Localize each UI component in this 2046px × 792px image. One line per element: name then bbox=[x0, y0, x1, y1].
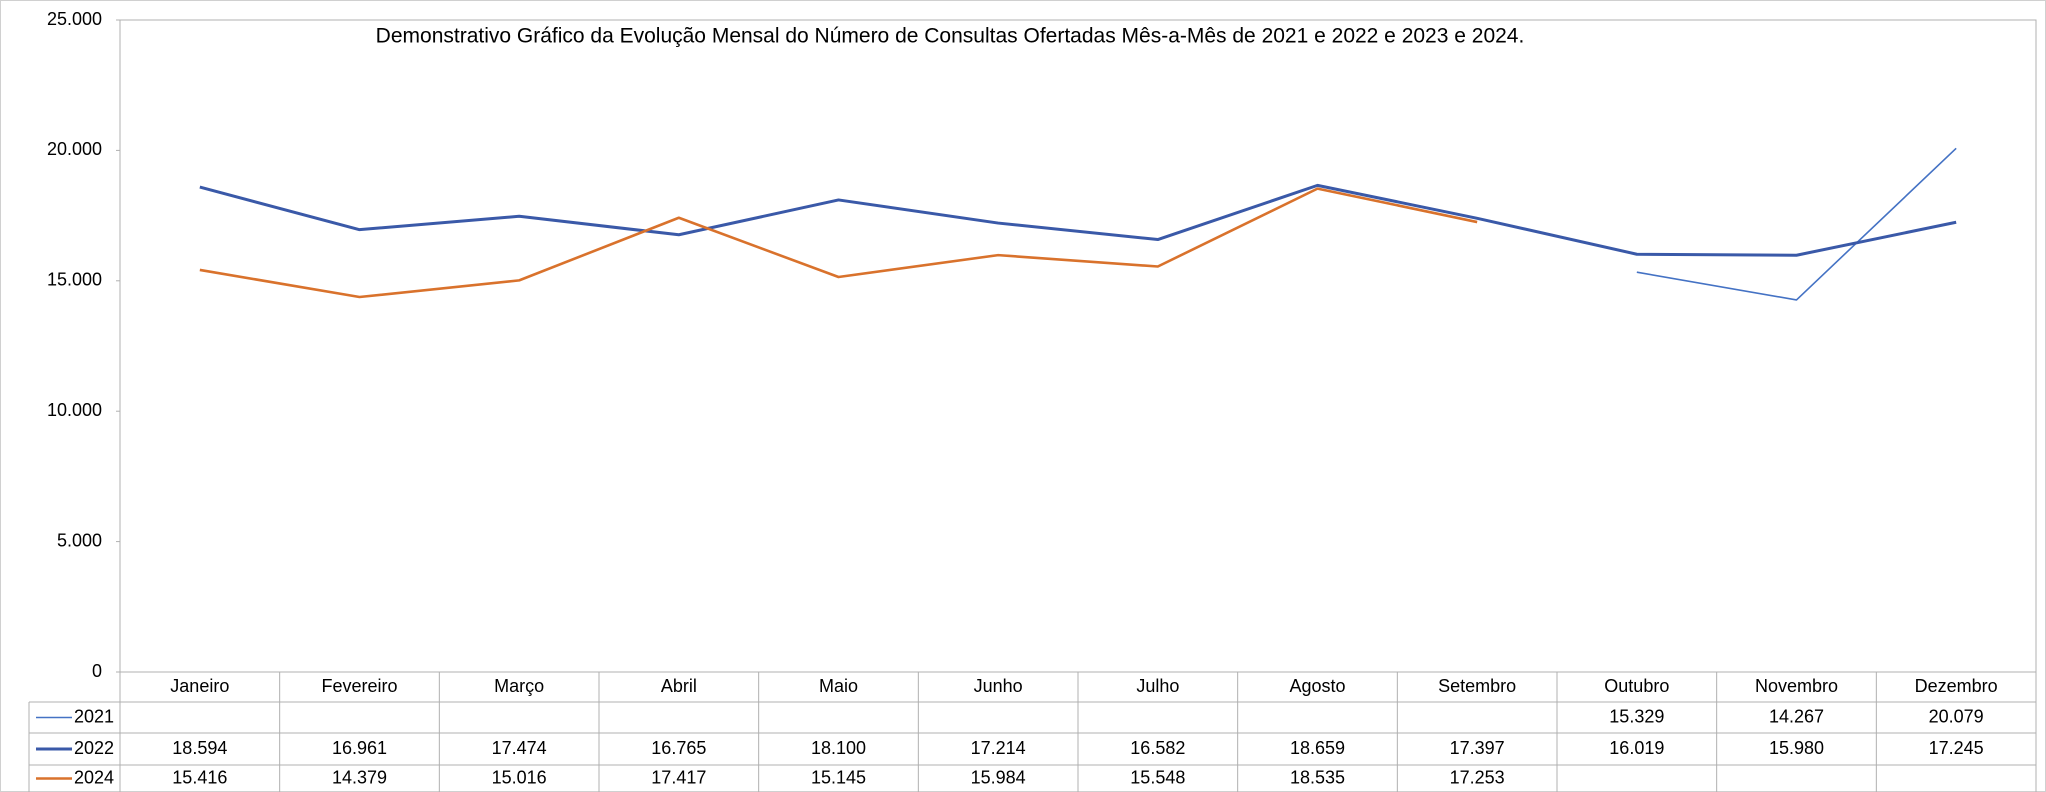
table-value: 16.961 bbox=[332, 738, 387, 758]
table-value: 15.416 bbox=[172, 767, 227, 787]
y-tick-label: 20.000 bbox=[47, 139, 102, 159]
legend-label: 2021 bbox=[74, 706, 114, 726]
series-line bbox=[199, 183, 1957, 257]
table-value: 17.245 bbox=[1929, 738, 1984, 758]
table-value: 17.417 bbox=[651, 767, 706, 787]
table-value: 14.267 bbox=[1769, 706, 1824, 726]
legend-label: 2024 bbox=[74, 767, 114, 787]
x-tick-label: Agosto bbox=[1289, 676, 1345, 696]
y-tick-label: 5.000 bbox=[57, 530, 102, 550]
table-value: 18.100 bbox=[811, 738, 866, 758]
x-tick-label: Fevereiro bbox=[321, 676, 397, 696]
table-value: 15.984 bbox=[971, 767, 1026, 787]
table-value: 17.397 bbox=[1450, 738, 1505, 758]
table-value: 16.765 bbox=[651, 738, 706, 758]
table-value: 18.594 bbox=[172, 738, 227, 758]
x-tick-label: Julho bbox=[1136, 676, 1179, 696]
table-value: 15.329 bbox=[1609, 706, 1664, 726]
y-tick-label: 15.000 bbox=[47, 270, 102, 290]
series-line bbox=[199, 187, 1478, 299]
y-tick-label: 0 bbox=[92, 661, 102, 681]
x-tick-label: Junho bbox=[974, 676, 1023, 696]
table-value: 16.019 bbox=[1609, 738, 1664, 758]
x-tick-label: Novembro bbox=[1755, 676, 1838, 696]
y-tick-label: 25.000 bbox=[47, 9, 102, 29]
table-value: 14.379 bbox=[332, 767, 387, 787]
table-value: 16.582 bbox=[1130, 738, 1185, 758]
x-tick-label: Outubro bbox=[1604, 676, 1669, 696]
x-tick-label: Março bbox=[494, 676, 544, 696]
legend-label: 2022 bbox=[74, 738, 114, 758]
table-value: 15.145 bbox=[811, 767, 866, 787]
chart-title: Demonstrativo Gráfico da Evolução Mensal… bbox=[376, 25, 1525, 48]
x-tick-label: Janeiro bbox=[170, 676, 229, 696]
table-value: 15.548 bbox=[1130, 767, 1185, 787]
x-tick-label: Abril bbox=[661, 676, 697, 696]
series-line bbox=[1636, 147, 1957, 301]
table-value: 20.079 bbox=[1929, 706, 1984, 726]
x-tick-label: Dezembro bbox=[1915, 676, 1998, 696]
y-tick-label: 10.000 bbox=[47, 400, 102, 420]
table-value: 15.980 bbox=[1769, 738, 1824, 758]
table-value: 18.535 bbox=[1290, 767, 1345, 787]
table-value: 17.474 bbox=[492, 738, 547, 758]
table-value: 17.214 bbox=[971, 738, 1026, 758]
x-tick-label: Setembro bbox=[1438, 676, 1516, 696]
table-value: 17.253 bbox=[1450, 767, 1505, 787]
x-tick-label: Maio bbox=[819, 676, 858, 696]
table-value: 18.659 bbox=[1290, 738, 1345, 758]
table-value: 15.016 bbox=[492, 767, 547, 787]
